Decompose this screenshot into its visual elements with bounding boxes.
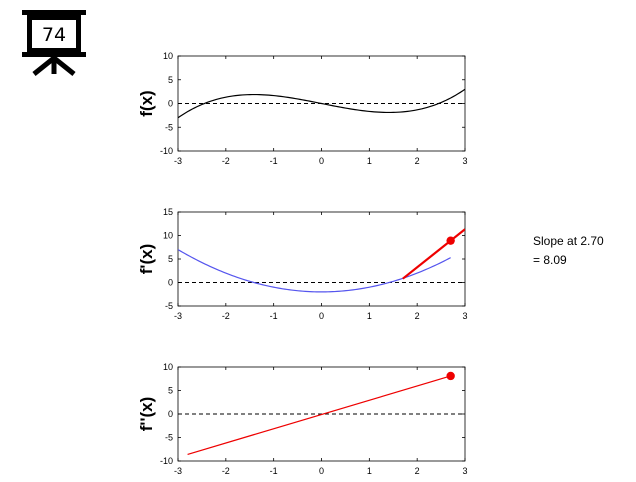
y-axis-label: f'(x) bbox=[137, 244, 156, 274]
slope-annotation: Slope at 2.70 = 8.09 bbox=[533, 232, 633, 270]
x-tick-label: 1 bbox=[367, 466, 372, 476]
slope-annotation-line2: = 8.09 bbox=[533, 253, 567, 267]
y-tick-label: 0 bbox=[168, 99, 173, 109]
x-tick-label: -3 bbox=[174, 311, 182, 321]
y-tick-label: 0 bbox=[168, 278, 173, 288]
y-tick-label: -5 bbox=[165, 301, 173, 311]
x-tick-label: -3 bbox=[174, 466, 182, 476]
y-tick-label: -10 bbox=[160, 456, 173, 466]
series-line bbox=[178, 88, 465, 119]
marker-point bbox=[446, 236, 455, 245]
x-tick-label: -2 bbox=[222, 311, 230, 321]
y-tick-label: 5 bbox=[168, 386, 173, 396]
series-line bbox=[178, 249, 451, 293]
y-tick-label: 5 bbox=[168, 75, 173, 85]
presentation-board-icon bbox=[22, 10, 86, 76]
x-tick-label: 2 bbox=[415, 311, 420, 321]
slope-annotation-line1: Slope at 2.70 bbox=[533, 234, 604, 248]
x-tick-label: 2 bbox=[415, 466, 420, 476]
y-tick-label: 10 bbox=[163, 231, 173, 241]
x-tick-label: 0 bbox=[319, 156, 324, 166]
x-tick-label: 3 bbox=[462, 156, 467, 166]
y-tick-label: -10 bbox=[160, 146, 173, 156]
y-axis-label: f(x) bbox=[137, 90, 156, 116]
y-tick-label: -5 bbox=[165, 122, 173, 132]
x-tick-label: 1 bbox=[367, 311, 372, 321]
marker-point bbox=[446, 371, 455, 381]
y-tick-label: 15 bbox=[163, 207, 173, 217]
y-tick-label: 10 bbox=[163, 362, 173, 372]
x-tick-label: -1 bbox=[270, 466, 278, 476]
series-line bbox=[187, 375, 451, 455]
x-tick-label: 0 bbox=[319, 311, 324, 321]
x-tick-label: 3 bbox=[462, 466, 467, 476]
y-tick-label: 10 bbox=[163, 51, 173, 61]
x-tick-label: -2 bbox=[222, 466, 230, 476]
y-tick-label: 5 bbox=[168, 254, 173, 264]
x-tick-label: 3 bbox=[462, 311, 467, 321]
slide-number: 74 bbox=[41, 24, 67, 46]
y-axis-label: f''(x) bbox=[137, 397, 156, 432]
x-tick-label: 2 bbox=[415, 156, 420, 166]
y-tick-label: -5 bbox=[165, 433, 173, 443]
y-tick-label: 0 bbox=[168, 409, 173, 419]
x-tick-label: -1 bbox=[270, 311, 278, 321]
x-tick-label: -3 bbox=[174, 156, 182, 166]
x-tick-label: -2 bbox=[222, 156, 230, 166]
tangent-line bbox=[402, 228, 465, 280]
x-tick-label: -1 bbox=[270, 156, 278, 166]
plot-2: -3 -2 -1 0 1 2 3 -5 0 5 10 15 f'(x) bbox=[137, 207, 468, 321]
x-tick-label: 0 bbox=[319, 466, 324, 476]
x-tick-label: 1 bbox=[367, 156, 372, 166]
